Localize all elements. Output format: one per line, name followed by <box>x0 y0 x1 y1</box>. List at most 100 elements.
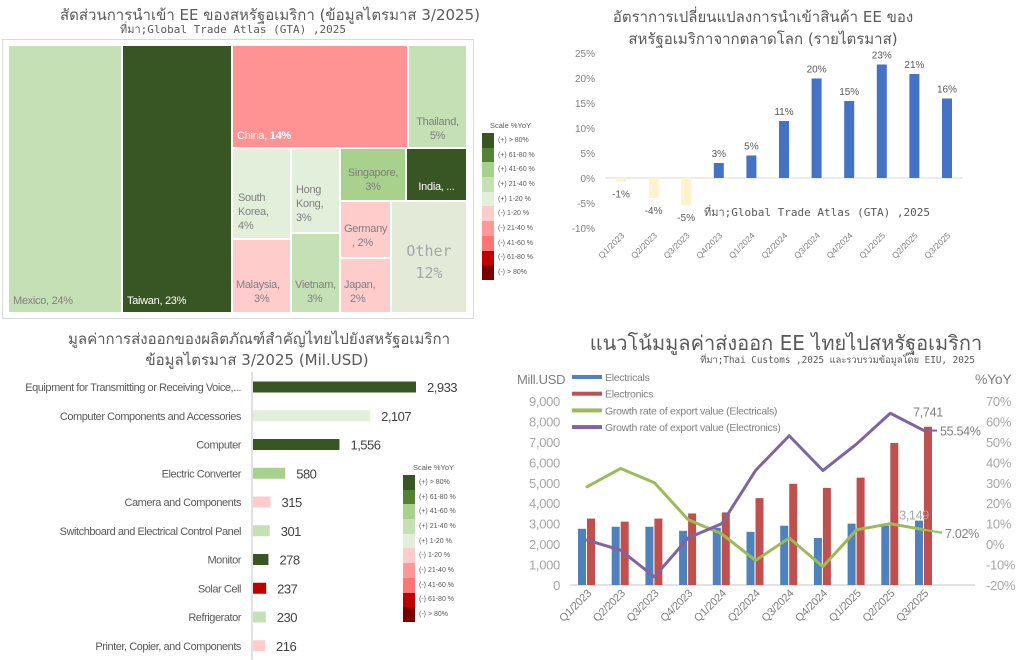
bar-electricals <box>578 528 586 585</box>
data-label: 301 <box>281 524 301 539</box>
right-y-tick-label: 10% <box>986 517 1012 532</box>
legend-item: (-) 21-40 % <box>403 563 456 578</box>
bar-electronics <box>587 518 595 585</box>
legend-swatch <box>482 221 494 236</box>
legend-item: (+) 61-80 % <box>403 489 456 505</box>
x-tick-label: Q3/2024 <box>759 588 796 625</box>
legend-swatch <box>482 177 494 192</box>
y-tick-label: 10% <box>575 124 595 135</box>
data-label: -1% <box>612 190 630 201</box>
right-y-tick-label: 30% <box>986 476 1012 491</box>
data-label: 21% <box>904 60 924 71</box>
left-y-tick-label: 5,000 <box>529 476 560 491</box>
growth-chart-source: ที่มา;Global Trade Atlas (GTA) ,2025 <box>704 206 930 219</box>
bar <box>811 78 822 178</box>
tile-share: 12% <box>415 264 443 282</box>
legend-swatch <box>482 265 494 280</box>
tile-label: Mexico, 24% <box>13 294 119 308</box>
bar-electricals <box>847 523 856 585</box>
legend-title: Scale %YoY <box>490 121 532 130</box>
legend-item: (+) 21-40 % <box>403 519 456 534</box>
x-tick-label: Q2/2025 <box>890 230 920 260</box>
legend-label: (+) 41-60 % <box>419 508 456 516</box>
category-label: Switchboard and Electrical Control Panel <box>60 526 241 538</box>
bar-electronics <box>822 487 831 585</box>
category-label: Camera and Components <box>124 497 241 509</box>
bar-electricals <box>915 520 923 585</box>
bar-electronics <box>924 426 932 585</box>
legend-item: (-) 1-20 % <box>403 548 456 564</box>
tile-label: South Korea, 4% <box>238 191 288 233</box>
tile-label: India, ... <box>407 180 466 194</box>
x-tick-label: Q3/2025 <box>894 588 931 625</box>
legend-swatch <box>482 147 494 163</box>
treemap-tile-mexico: Mexico, 24% <box>9 46 121 312</box>
bar <box>713 163 724 178</box>
annotation-label: 55.54% <box>940 425 981 439</box>
x-tick-label: Q2/2025 <box>861 588 898 625</box>
treemap-tile-singapore: Singapore, 3% <box>341 149 405 200</box>
legend-label: (+) > 80% <box>419 478 450 486</box>
left-y-tick-label: 7,000 <box>529 435 560 450</box>
right-y-tick-label: -10% <box>986 558 1016 573</box>
legend-item: (-) 21-40 % <box>482 221 535 236</box>
data-label: 580 <box>296 466 316 481</box>
data-label: 3% <box>712 149 727 160</box>
bar <box>779 121 789 178</box>
bar-electronics <box>856 477 865 585</box>
legend-swatch <box>572 375 602 379</box>
bar <box>681 178 692 205</box>
legend-label: (+) 61-80 % <box>498 151 535 159</box>
legend-item: (-) > 80% <box>482 265 535 280</box>
import-growth-chart: 25% 20% 15% 10% 5% 0% -5% -10% -1% Q1/2023 -4% Q2/2… <box>572 49 963 260</box>
tile-share: 23% <box>164 295 187 307</box>
tile-share: 14% <box>269 130 291 142</box>
bar <box>844 101 855 178</box>
x-tick-label: Q2/2024 <box>726 588 763 625</box>
left-y-tick-label: 9,000 <box>529 394 560 409</box>
legend-label: Electricals <box>605 372 650 384</box>
tile-name: Hong Kong, <box>296 184 324 210</box>
bar <box>648 178 659 198</box>
x-tick-label: Q3/2024 <box>792 230 822 260</box>
legend-label: (+) 41-60 % <box>498 166 535 174</box>
right-y-tick-label: 0% <box>986 537 1005 552</box>
y-tick-label: 5% <box>581 149 596 160</box>
bar <box>253 554 269 565</box>
legend-label: (-) 41-60 % <box>419 581 455 589</box>
tile-label: Japan, 2% <box>344 278 388 306</box>
trend-chart-title: แนวโน้มมูลค่าส่งออก EE ไทยไปสหรัฐอเมริกา <box>589 331 983 355</box>
y-tick-label: -5% <box>577 199 595 210</box>
left-y-tick-label: 1,000 <box>529 558 560 573</box>
x-tick-label: Q1/2025 <box>827 588 864 625</box>
legend-item: (-) 1-20 % <box>482 206 535 222</box>
data-label: 20% <box>807 65 827 76</box>
legend-label: (-) 21-40 % <box>419 566 455 574</box>
x-tick-label: Q4/2023 <box>658 588 695 625</box>
growth-chart-title-line2: สหรัฐอเมริกาจากตลาดโลก (รายไตรมาส) <box>628 30 898 48</box>
tile-name: China, <box>237 130 267 142</box>
data-label: 2,107 <box>381 409 411 424</box>
legend-label: (-) 1-20 % <box>498 210 530 218</box>
bar-electricals <box>679 530 688 585</box>
right-y-tick-label: 40% <box>986 455 1012 470</box>
tile-label: Taiwan, 23% <box>127 294 229 308</box>
tile-share: 3% <box>254 293 270 305</box>
tile-label: Other 12% <box>392 240 466 284</box>
tile-name: Other <box>406 242 452 260</box>
bar <box>746 155 757 178</box>
tile-share: 3% <box>365 181 381 193</box>
legend-label: Growth rate of export value (Electricals… <box>605 405 777 417</box>
right-y-tick-label: -20% <box>986 578 1016 593</box>
x-tick-label: Q1/2023 <box>557 588 594 625</box>
category-label: Printer, Copier, and Components <box>95 641 242 653</box>
legend-swatch <box>482 235 494 251</box>
right-y-tick-label: 50% <box>986 435 1012 450</box>
legend-title: Scale %YoY <box>413 463 455 472</box>
annotation-label: 3,149 <box>899 509 929 523</box>
right-axis-title: %YoY <box>975 371 1012 387</box>
bar-electronics <box>654 518 663 585</box>
legend-label: (-) 1-20 % <box>419 552 451 560</box>
bar <box>253 496 271 508</box>
